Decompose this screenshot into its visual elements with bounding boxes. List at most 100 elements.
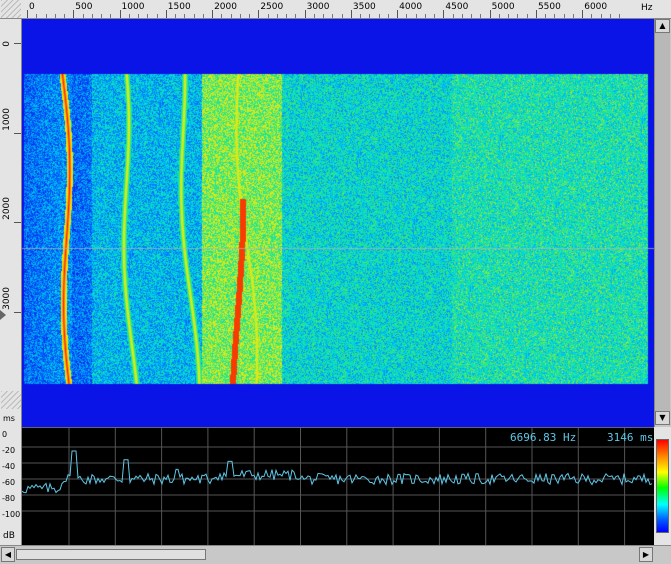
frequency-minor-tick	[619, 14, 621, 18]
frequency-minor-tick	[341, 14, 343, 18]
frequency-tick-mark	[397, 10, 399, 18]
ruler-corner-bottom	[1, 391, 21, 409]
frequency-minor-tick	[91, 14, 93, 18]
frequency-minor-tick	[332, 14, 334, 18]
frequency-minor-tick	[175, 14, 177, 18]
frequency-minor-tick	[276, 14, 278, 18]
frequency-minor-tick	[600, 14, 602, 18]
frequency-minor-tick	[554, 14, 556, 18]
spectrum-trace	[21, 450, 653, 494]
vertical-scrollbar[interactable]: ▲ ▼	[654, 19, 671, 427]
spectrum-panel[interactable]: 6696.83 Hz 3146 ms	[21, 427, 671, 546]
scroll-right-button[interactable]: ▶	[639, 547, 653, 562]
scroll-down-button[interactable]: ▼	[655, 411, 670, 425]
frequency-minor-tick	[138, 14, 140, 18]
frequency-minor-tick	[323, 14, 325, 18]
frequency-minor-tick	[128, 14, 130, 18]
frequency-tick-mark	[73, 10, 75, 18]
db-tick-label: -100	[2, 510, 21, 519]
vertical-scroll-track[interactable]	[655, 33, 670, 413]
time-tick-mark	[14, 132, 21, 134]
spectrum-plot[interactable]	[21, 428, 671, 546]
frequency-minor-tick	[591, 14, 593, 18]
frequency-tick-label: 1500	[167, 2, 191, 12]
time-unit: ms	[3, 414, 15, 423]
frequency-minor-tick	[452, 14, 454, 18]
db-tick-label: -80	[2, 494, 16, 503]
frequency-tick-mark	[304, 10, 306, 18]
cursor-time-readout: 3146 ms	[607, 431, 654, 444]
frequency-minor-tick	[313, 14, 315, 18]
frequency-tick-label: 4500	[445, 2, 469, 12]
ruler-corner	[1, 0, 21, 18]
time-tick-mark	[14, 43, 21, 44]
frequency-minor-tick	[471, 14, 473, 18]
frequency-tick-label: 2500	[260, 2, 284, 12]
frequency-minor-tick	[434, 14, 436, 18]
frequency-tick-mark	[119, 10, 121, 18]
frequency-minor-tick	[424, 14, 426, 18]
frequency-minor-tick	[202, 14, 204, 18]
frequency-tick-label: 0	[29, 2, 35, 12]
frequency-minor-tick	[508, 14, 510, 18]
horizontal-scroll-thumb[interactable]	[16, 549, 206, 560]
frequency-minor-tick	[286, 14, 288, 18]
scroll-up-button[interactable]: ▲	[655, 19, 670, 33]
time-tick-mark	[14, 311, 21, 313]
frequency-minor-tick	[415, 14, 417, 18]
frequency-tick-label: 6000	[584, 2, 608, 12]
time-tick-label: 2000	[2, 197, 12, 220]
frequency-minor-tick	[517, 14, 519, 18]
frequency-minor-tick	[221, 14, 223, 18]
spectrogram-canvas[interactable]	[22, 19, 654, 427]
frequency-minor-tick	[82, 14, 84, 18]
spectrogram[interactable]	[22, 19, 654, 427]
frequency-minor-tick	[36, 14, 38, 18]
time-tick-label: 1000	[2, 107, 12, 131]
frequency-tick-label: 5500	[537, 2, 561, 12]
frequency-tick-label: 3500	[352, 2, 376, 12]
frequency-ruler[interactable]: 0 500 1000 1500 2000 2500 3000 3500 4000 4500 5000…	[0, 0, 671, 19]
scroll-left-button[interactable]: ◀	[1, 547, 15, 562]
frequency-minor-tick	[563, 14, 565, 18]
frequency-minor-tick	[480, 14, 482, 18]
frequency-minor-tick	[156, 14, 158, 18]
frequency-tick-mark	[258, 10, 260, 18]
frequency-minor-tick	[406, 14, 408, 18]
db-axis: 0 -20 -40 -60 -80 -100 dB	[0, 427, 22, 545]
frequency-minor-tick	[387, 14, 389, 18]
frequency-minor-tick	[461, 14, 463, 18]
frequency-tick-label: 1000	[121, 2, 145, 12]
frequency-minor-tick	[45, 14, 47, 18]
frequency-tick-label: 3000	[306, 2, 330, 12]
frequency-unit: Hz	[641, 3, 653, 13]
frequency-tick-mark	[443, 10, 445, 18]
frequency-minor-tick	[193, 14, 195, 18]
frequency-tick-label: 4000	[399, 2, 423, 12]
frequency-minor-tick	[498, 14, 500, 18]
time-cursor-marker-icon[interactable]	[0, 310, 6, 320]
time-ruler[interactable]: 0 1000 2000 3000 ms	[0, 19, 22, 427]
colorbar-panel	[654, 427, 671, 545]
db-tick-label: 0	[2, 430, 8, 439]
frequency-tick-mark	[489, 10, 491, 18]
frequency-minor-tick	[239, 14, 241, 18]
db-tick-label: -40	[2, 462, 16, 471]
frequency-tick-label: 5000	[491, 2, 515, 12]
frequency-tick-label: 2000	[214, 2, 237, 12]
cursor-frequency-readout: 6696.83 Hz	[510, 431, 577, 444]
db-tick-label: -60	[2, 478, 16, 487]
frequency-minor-tick	[230, 14, 232, 18]
frequency-minor-tick	[184, 14, 186, 18]
frequency-tick-mark	[27, 10, 28, 18]
frequency-tick-mark	[212, 10, 214, 18]
db-unit: dB	[3, 531, 15, 541]
frequency-minor-tick	[526, 14, 528, 18]
horizontal-scrollbar[interactable]: ◀ ▶	[0, 545, 671, 564]
frequency-tick-mark	[582, 10, 584, 18]
intensity-colorbar	[656, 439, 669, 533]
frequency-minor-tick	[249, 14, 251, 18]
frequency-minor-tick	[609, 14, 611, 18]
frequency-minor-tick	[64, 14, 65, 18]
frequency-tick-mark	[535, 10, 537, 18]
